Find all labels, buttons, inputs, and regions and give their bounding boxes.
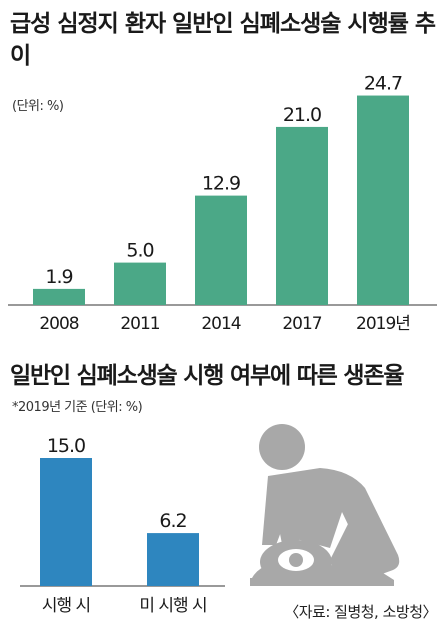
category-label: 2014 bbox=[201, 314, 240, 334]
unit-note: (단위: %) bbox=[12, 99, 64, 114]
bar bbox=[40, 458, 92, 586]
bar bbox=[147, 533, 199, 586]
category-label: 2017 bbox=[282, 314, 321, 334]
category-label: 2011 bbox=[120, 314, 159, 334]
category-label: 미 시행 시 bbox=[139, 596, 206, 616]
data-label: 12.9 bbox=[202, 173, 240, 195]
category-label: 2008 bbox=[39, 314, 78, 334]
data-label: 1.9 bbox=[45, 266, 72, 288]
data-label: 15.0 bbox=[47, 435, 85, 457]
bar bbox=[33, 288, 85, 305]
sub-note: *2019년 기준 (단위: %) bbox=[12, 400, 143, 415]
trend-bar-chart: 1.9 2008 5.0 2011 12.9 2014 21.0 2017 24.7 2019년 bbox=[8, 73, 437, 334]
bar bbox=[195, 195, 247, 305]
bar bbox=[357, 95, 409, 305]
bar bbox=[114, 262, 166, 305]
chart-title: 급성 심정지 환자 일반인 심폐소생술 시행률 추이 bbox=[10, 11, 436, 69]
data-label: 6.2 bbox=[159, 510, 186, 532]
bar bbox=[276, 126, 328, 305]
data-label: 24.7 bbox=[364, 73, 402, 95]
data-label: 21.0 bbox=[283, 104, 321, 126]
subtitle: 일반인 심폐소생술 시행 여부에 따른 생존율 bbox=[10, 363, 405, 389]
category-label: 시행 시 bbox=[42, 596, 90, 616]
category-label: 2019년 bbox=[356, 314, 410, 334]
source-note: 〈자료: 질병청, 소방청〉 bbox=[284, 603, 437, 621]
data-label: 5.0 bbox=[126, 240, 153, 262]
